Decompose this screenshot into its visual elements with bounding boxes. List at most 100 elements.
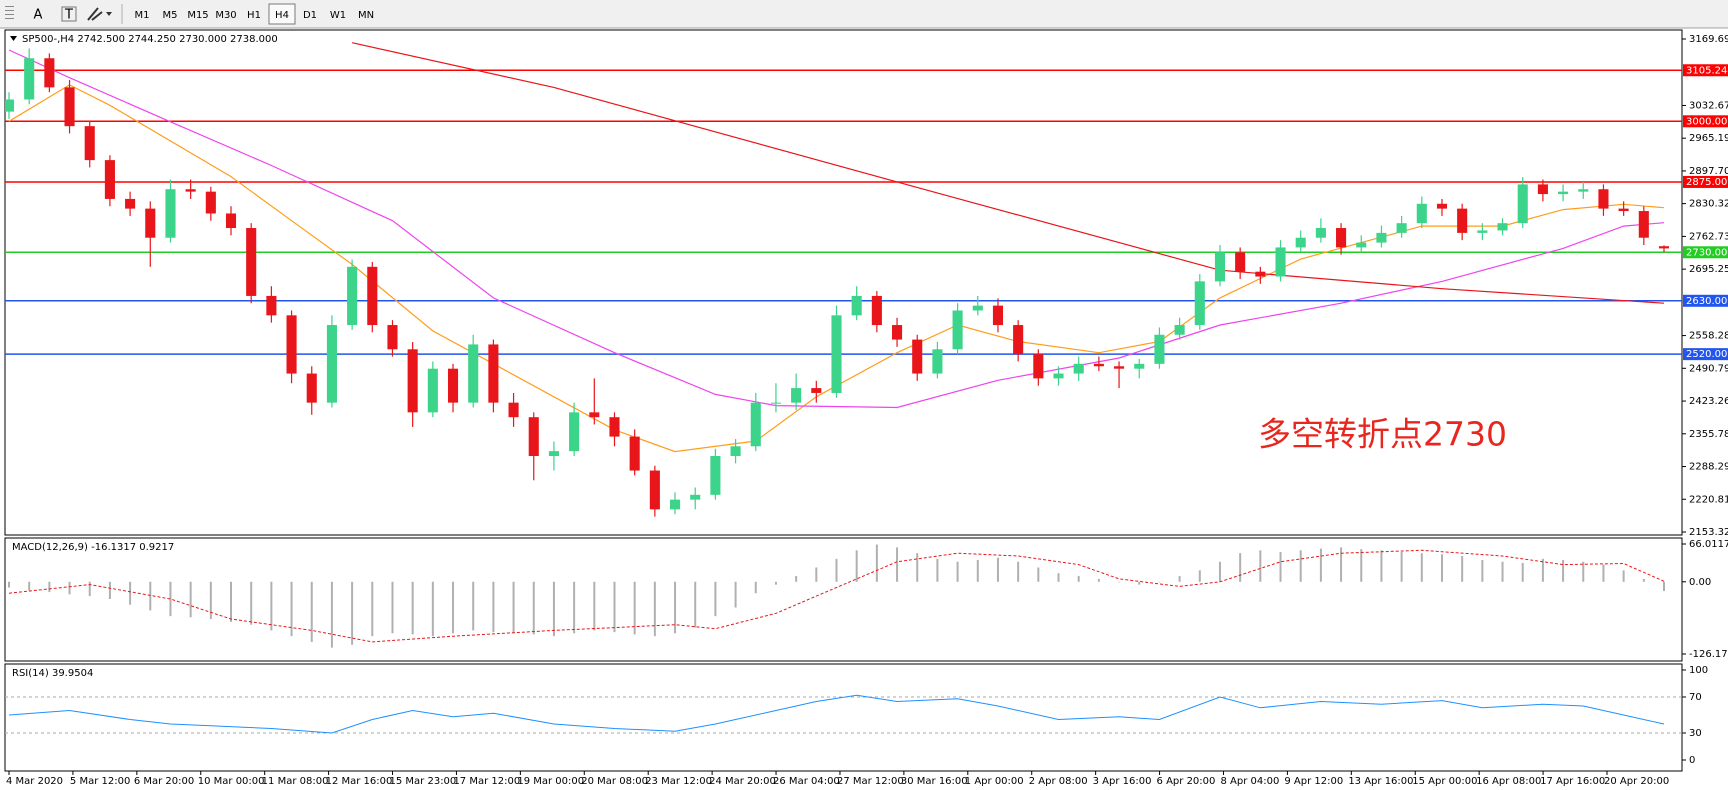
timeframe-button[interactable]: MN [358,10,374,21]
candle-body [427,368,438,413]
timeframe-button[interactable]: M15 [187,10,208,21]
macd-bar [1481,560,1484,582]
moving-average [8,49,1665,409]
macd-bar [1340,547,1343,582]
macd-bar [1279,552,1282,582]
candle-body [407,349,418,413]
candle-body [488,344,499,403]
plot-area [8,694,1665,734]
tool-button[interactable]: A [34,8,43,23]
candle-wick [593,378,595,425]
y-tick-label: 2558.280 [1689,331,1728,342]
shapes-tool[interactable] [87,7,112,21]
y-tick-label: 70 [1689,692,1702,703]
tool-button[interactable]: T [64,8,73,23]
timeframe-button[interactable]: M1 [135,10,150,21]
candle-body [508,402,519,418]
y-tick-label: 2288.295 [1689,462,1728,473]
y-tick-label: 2355.780 [1689,429,1728,440]
macd-bar [108,581,111,599]
candle-body [165,189,176,238]
y-tick-label: 2695.250 [1689,264,1728,275]
candle-body [367,266,378,326]
candle-body [286,315,297,374]
macd-bar [1158,581,1161,583]
macd-bar [573,581,576,634]
macd-bar [835,558,838,582]
candle-body [1134,363,1145,369]
time-label: 17 Apr 16:00 [1540,776,1605,787]
menu-triangle[interactable] [10,36,17,41]
candle-body [791,388,802,403]
candle-body [871,295,882,326]
macd-bar [1420,553,1423,582]
candle-body [932,349,943,374]
macd-bar [68,581,71,595]
y-tick-label: 2897.705 [1689,166,1728,177]
candle-body [649,470,660,510]
timeframe-button[interactable]: M5 [163,10,178,21]
timeframe-button[interactable]: D1 [303,10,317,21]
candle-body [1255,271,1266,277]
timeframe-button[interactable]: M30 [215,10,236,21]
time-label: 16 Apr 08:00 [1476,776,1541,787]
candle-body [1558,191,1569,195]
macd-bar [1017,561,1020,582]
macd-bar [754,581,757,594]
macd-bar [714,581,717,617]
macd-bar [855,550,858,582]
candle-body [851,295,862,316]
level-price-box [1683,294,1728,307]
macd-bar [1138,581,1141,585]
macd-bar [593,581,596,631]
timeframe-button[interactable]: W1 [330,10,346,21]
y-tick-label: 2762.735 [1689,231,1728,242]
candle-body [1376,232,1387,243]
moving-average [351,42,1665,304]
level-price-box [1683,246,1728,259]
level-price-label: 2520.000 [1686,349,1728,360]
candle-body [548,451,559,457]
moving-average [8,84,1665,453]
candle-body [387,325,398,350]
candle-body [1093,363,1104,367]
time-label: 24 Mar 20:00 [709,776,776,787]
level-price-label: 3105.244 [1686,65,1728,76]
candle-body [1618,208,1629,212]
candle-body [1073,363,1084,374]
y-tick-label: 2490.795 [1689,363,1728,374]
macd-bar [431,581,434,637]
plot-area [5,42,1682,517]
time-label: 5 Mar 12:00 [70,776,130,787]
macd-bar [330,581,333,648]
macd-bar [391,581,394,634]
time-label: 1 Apr 00:00 [965,776,1024,787]
macd-bar [169,581,172,617]
time-label: 2 Apr 08:00 [1029,776,1088,787]
timeframe-button[interactable]: H4 [275,10,289,21]
macd-bar [230,581,233,622]
candle-body [44,58,55,88]
y-tick-label: 2830.320 [1689,199,1728,210]
macd-bar [1501,561,1504,582]
macd-bar [492,581,495,633]
candle-body [811,388,822,393]
candle-body [64,87,75,127]
timeframe-button[interactable]: H1 [247,10,261,21]
main-panel [4,29,1683,536]
candle-body [1013,325,1024,355]
macd-bar [189,581,192,618]
candle-body [1477,230,1488,233]
time-label: 8 Apr 04:00 [1220,776,1279,787]
macd-bar [1602,564,1605,582]
time-label: 15 Apr 00:00 [1412,776,1477,787]
time-label: 26 Mar 04:00 [773,776,840,787]
candle-body [246,228,257,296]
text-tool-frame[interactable] [61,6,77,22]
level-price-label: 2730.000 [1686,247,1728,258]
y-tick-label: 100 [1689,665,1708,676]
grip-icon [5,6,14,19]
macd-bar [1440,554,1443,582]
candle-body [952,310,963,350]
